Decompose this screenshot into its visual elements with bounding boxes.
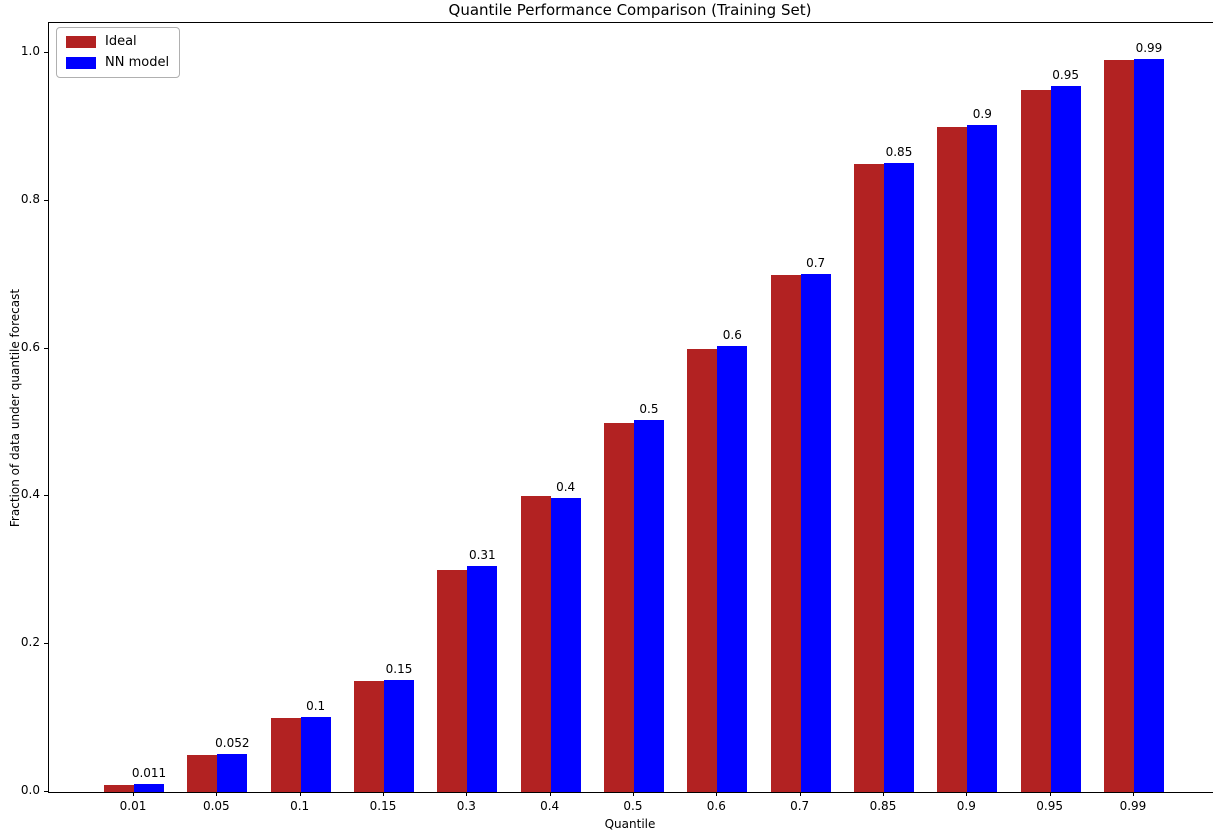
x-tick [716, 792, 718, 796]
y-tick-label: 0.0 [20, 783, 40, 797]
bar-ideal [437, 570, 468, 792]
bar-ideal [687, 348, 718, 792]
bar-value-label: 0.011 [131, 765, 167, 780]
bar-value-label: 0.7 [806, 255, 826, 270]
y-tick [44, 52, 48, 53]
bar-ideal [603, 422, 634, 792]
bar-nn-model [217, 753, 248, 792]
bar-ideal [520, 496, 551, 792]
x-tick-label: 0.6 [706, 799, 726, 813]
x-tick-label: 0.85 [869, 799, 897, 813]
legend-label-ideal: Ideal [105, 34, 137, 49]
x-tick [882, 792, 884, 796]
x-tick [549, 792, 551, 796]
bar-value-label: 0.1 [306, 698, 326, 713]
bar-nn-model [383, 679, 414, 792]
bar-nn-model [300, 716, 331, 792]
chart-title: Quantile Performance Comparison (Trainin… [448, 1, 812, 19]
bar-nn-model [1050, 86, 1081, 792]
y-tick [44, 791, 48, 792]
bar-value-label: 0.052 [215, 735, 250, 750]
x-axis-label: Quantile [604, 817, 656, 831]
y-tick [44, 199, 48, 201]
bar-ideal [853, 163, 884, 792]
x-tick-label: 0.05 [202, 799, 230, 813]
legend-item-nn-model: NN model [66, 56, 169, 70]
y-tick-label: 1.0 [20, 44, 40, 58]
bar-nn-model [1133, 58, 1164, 792]
bar-nn-model [717, 345, 748, 792]
x-tick-label: 0.99 [1119, 799, 1147, 813]
y-tick [44, 643, 48, 645]
y-axis-label: Fraction of data under quantile forecast [8, 288, 22, 528]
bar-value-label: 0.31 [468, 547, 496, 562]
bar-ideal [770, 274, 801, 792]
y-tick-label: 0.2 [20, 635, 40, 650]
bar-value-label: 0.4 [556, 479, 576, 494]
legend-label-nn-model: NN model [105, 55, 170, 70]
bar-ideal [104, 784, 134, 792]
x-tick-label: 0.15 [369, 799, 397, 813]
y-tick [44, 347, 48, 349]
bar-ideal [1103, 60, 1134, 792]
y-tick-label: 0.4 [20, 487, 40, 502]
x-tick-label: 0.7 [790, 799, 810, 813]
legend-swatch-nn-model [66, 57, 96, 69]
x-tick [966, 792, 968, 796]
x-tick-label: 0.3 [456, 799, 476, 813]
bar-nn-model [883, 163, 914, 792]
y-tick-label: 0.8 [20, 191, 40, 206]
x-tick [799, 792, 801, 796]
bar-nn-model [134, 783, 164, 792]
bar-value-label: 0.9 [972, 106, 992, 121]
x-tick [382, 792, 384, 796]
legend-swatch-ideal [66, 36, 96, 48]
x-tick [1049, 792, 1051, 796]
x-tick [466, 792, 468, 796]
bar-ideal [353, 681, 384, 792]
bar-value-label: 0.15 [385, 661, 413, 676]
plot-area: 0.011 0.052 0.1 0.15 0.31 0.4 0.5 0.6 0.7 0.85 0.9… [48, 22, 1213, 793]
x-tick-label: 0.01 [119, 799, 147, 813]
x-tick [632, 792, 634, 796]
y-tick [44, 495, 48, 497]
x-tick-label: 0.5 [623, 799, 643, 813]
bar-nn-model [467, 565, 498, 792]
legend: Ideal NN model [56, 27, 181, 78]
x-tick-label: 0.4 [540, 799, 560, 813]
bar-nn-model [550, 497, 581, 792]
bar-value-label: 0.6 [722, 327, 742, 342]
bar-value-label: 0.95 [1052, 68, 1079, 83]
bar-value-label: 0.5 [639, 402, 659, 417]
bar-nn-model [800, 273, 831, 792]
x-tick [133, 792, 134, 796]
bar-value-label: 0.99 [1135, 40, 1163, 55]
x-tick [299, 792, 301, 796]
bar-value-label: 0.85 [885, 145, 913, 160]
bar-nn-model [633, 420, 664, 792]
y-tick-label: 0.6 [20, 339, 40, 354]
bar-ideal [187, 755, 218, 792]
bar-nn-model [967, 124, 998, 792]
x-tick-label: 0.1 [290, 799, 310, 813]
x-tick-label: 0.95 [1036, 799, 1063, 813]
x-tick [1132, 792, 1134, 796]
x-tick [216, 792, 218, 796]
legend-item-ideal: Ideal [66, 35, 169, 49]
bar-ideal [937, 126, 968, 792]
x-tick-label: 0.9 [956, 799, 976, 813]
bar-ideal [1020, 89, 1051, 792]
bar-ideal [270, 718, 301, 792]
